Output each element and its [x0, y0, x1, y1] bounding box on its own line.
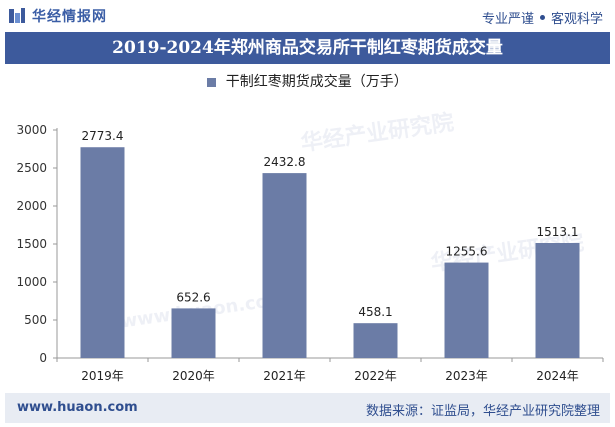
- y-tick-label: 500: [24, 313, 47, 327]
- bar-chart: 0 500 1000 1500 2000 2500 3000 2773.4 2019年 652.6…: [16, 123, 604, 383]
- y-tick-label: 0: [39, 351, 47, 365]
- x-tick-label: 2023年: [445, 369, 488, 383]
- tagline-dot-icon: [539, 15, 545, 20]
- brand-name: 华经情报网: [32, 9, 107, 25]
- legend-swatch: [207, 77, 217, 87]
- legend: 干制红枣期货成交量（万手）: [0, 71, 615, 91]
- x-tick-label: 2022年: [354, 369, 397, 383]
- data-label: 458.1: [358, 305, 392, 319]
- x-tick-label: 2021年: [263, 369, 306, 383]
- bar: [535, 243, 580, 358]
- bar: [80, 147, 125, 358]
- bar: [353, 323, 398, 358]
- chart-title: 2019-2024年郑州商品交易所干制红枣期货成交量: [112, 38, 503, 58]
- bar: [444, 262, 489, 358]
- bar: [171, 308, 216, 358]
- data-label: 2773.4: [82, 129, 124, 143]
- data-label: 1255.6: [446, 245, 488, 259]
- top-bar: 华经情报网 专业严谨 客观科学: [0, 0, 615, 32]
- y-tick-label: 2000: [16, 199, 47, 213]
- x-tick-label: 2024年: [536, 369, 579, 383]
- data-label: 1513.1: [537, 225, 579, 239]
- bar: [262, 173, 307, 358]
- footer-source: 数据来源：证监局，华经产业研究院整理: [365, 404, 600, 419]
- legend-label: 干制红枣期货成交量（万手）: [225, 74, 408, 90]
- y-tick-label: 1000: [16, 275, 47, 289]
- x-tick-label: 2020年: [172, 369, 215, 383]
- tagline-left: 专业严谨: [481, 12, 534, 27]
- y-tick-label: 2500: [16, 161, 47, 175]
- footer: www.huaon.com 数据来源：证监局，华经产业研究院整理: [5, 393, 610, 423]
- footer-url: www.huaon.com: [17, 400, 138, 415]
- data-label: 652.6: [176, 290, 210, 304]
- tagline-right: 客观科学: [550, 12, 603, 27]
- x-tick-label: 2019年: [81, 369, 124, 383]
- brand: 华经情报网: [8, 6, 107, 26]
- y-tick-label: 1500: [16, 237, 47, 251]
- brand-logo-icon: [9, 8, 25, 23]
- title-bar: 2019-2024年郑州商品交易所干制红枣期货成交量: [5, 32, 610, 64]
- data-label: 2432.8: [264, 155, 306, 169]
- y-tick-label: 3000: [16, 123, 47, 137]
- tagline: 专业严谨 客观科学: [482, 8, 603, 27]
